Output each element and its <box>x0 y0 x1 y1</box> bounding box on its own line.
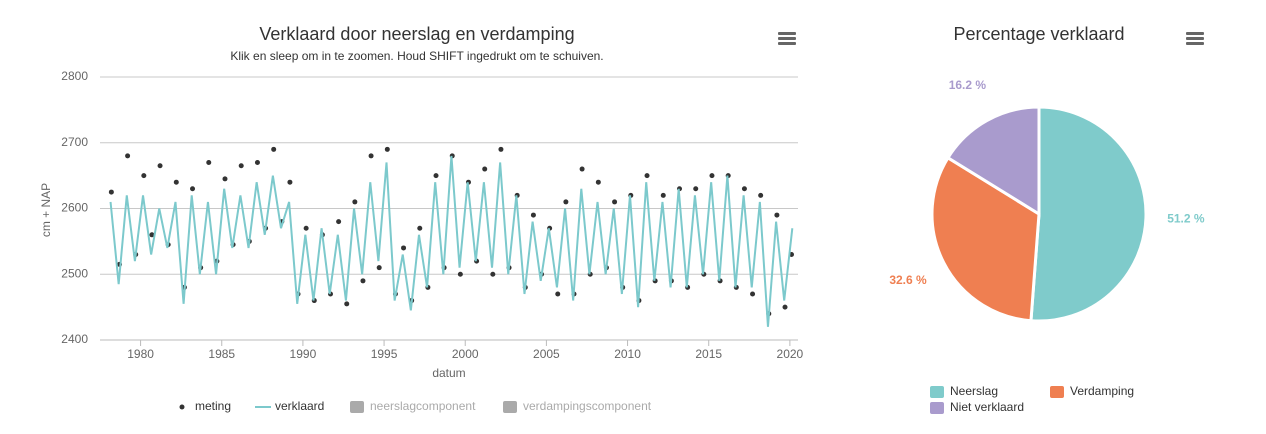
data-point <box>693 186 699 192</box>
legend-label[interactable]: Neerslag <box>950 384 998 398</box>
data-point <box>108 189 114 195</box>
data-point <box>206 159 212 165</box>
pie-slice[interactable] <box>1029 105 1148 323</box>
data-label: 32.6 % <box>889 273 927 287</box>
data-point <box>660 192 666 198</box>
data-point <box>750 291 756 297</box>
data-point <box>368 153 374 159</box>
data-point <box>741 186 747 192</box>
data-point <box>254 159 260 165</box>
data-label: 51.2 % <box>1167 212 1205 226</box>
data-point <box>141 173 147 179</box>
data-point <box>457 271 463 277</box>
y-tick-label: 2500 <box>61 266 88 280</box>
y-tick-label: 2600 <box>61 201 88 215</box>
y-tick-label: 2400 <box>61 332 88 346</box>
legend-label[interactable]: verklaard <box>275 399 324 413</box>
data-point <box>644 173 650 179</box>
data-point <box>709 173 715 179</box>
data-point <box>482 166 488 172</box>
legend-symbol <box>350 401 364 413</box>
menu-button[interactable] <box>778 32 796 45</box>
chart-subtitle: Klik en sleep om in te zoomen. Houd SHIF… <box>230 49 603 63</box>
data-label: 16.2 % <box>949 78 987 92</box>
data-point <box>287 179 293 185</box>
data-point <box>490 271 496 277</box>
pie-slice[interactable] <box>945 105 1041 217</box>
y-axis-title: cm + NAP <box>39 183 53 237</box>
x-tick-label: 2010 <box>614 347 641 361</box>
data-point <box>417 225 423 231</box>
data-point <box>774 212 780 218</box>
data-point <box>222 176 228 182</box>
data-point <box>336 219 342 225</box>
legend-symbol <box>930 386 944 398</box>
chart-title: Verklaard door neerslag en verdamping <box>259 24 574 44</box>
x-tick-label: 1990 <box>290 347 317 361</box>
data-point <box>352 199 358 205</box>
x-tick-label: 2005 <box>533 347 560 361</box>
data-point <box>376 265 382 271</box>
data-point <box>595 179 601 185</box>
menu-button[interactable] <box>1186 32 1204 45</box>
x-tick-label: 1985 <box>208 347 235 361</box>
data-point <box>344 301 350 307</box>
data-point <box>149 232 155 238</box>
legend-label[interactable]: meting <box>195 399 231 413</box>
legend-symbol <box>930 402 944 414</box>
data-point <box>271 146 277 152</box>
data-point <box>563 199 569 205</box>
legend-symbol <box>179 404 185 410</box>
x-tick-label: 2015 <box>695 347 722 361</box>
legend-label[interactable]: verdampingscomponent <box>523 399 652 413</box>
data-point <box>530 212 536 218</box>
data-point <box>238 163 244 169</box>
legend-symbol <box>1050 386 1064 398</box>
legend-label[interactable]: neerslagcomponent <box>370 399 476 413</box>
data-point <box>498 146 504 152</box>
data-point <box>433 173 439 179</box>
chart-title: Percentage verklaard <box>953 24 1124 44</box>
data-point <box>579 166 585 172</box>
legend-label[interactable]: Niet verklaard <box>950 400 1024 414</box>
data-point <box>125 153 131 159</box>
legend-symbol <box>503 401 517 413</box>
data-point <box>782 304 788 310</box>
x-tick-label: 2020 <box>777 347 804 361</box>
x-tick-label: 2000 <box>452 347 479 361</box>
x-axis-title: datum <box>432 366 465 380</box>
data-point <box>157 163 163 169</box>
line-series <box>109 155 794 327</box>
data-point <box>190 186 196 192</box>
data-point <box>303 225 309 231</box>
data-point <box>555 291 561 297</box>
data-point <box>360 278 366 284</box>
x-tick-label: 1980 <box>127 347 154 361</box>
legend-label[interactable]: Verdamping <box>1070 384 1134 398</box>
y-tick-label: 2800 <box>61 69 88 83</box>
data-point <box>384 146 390 152</box>
data-point <box>173 179 179 185</box>
data-point <box>758 192 764 198</box>
data-point <box>401 245 407 251</box>
y-tick-label: 2700 <box>61 135 88 149</box>
x-tick-label: 1995 <box>371 347 398 361</box>
data-point <box>612 199 618 205</box>
